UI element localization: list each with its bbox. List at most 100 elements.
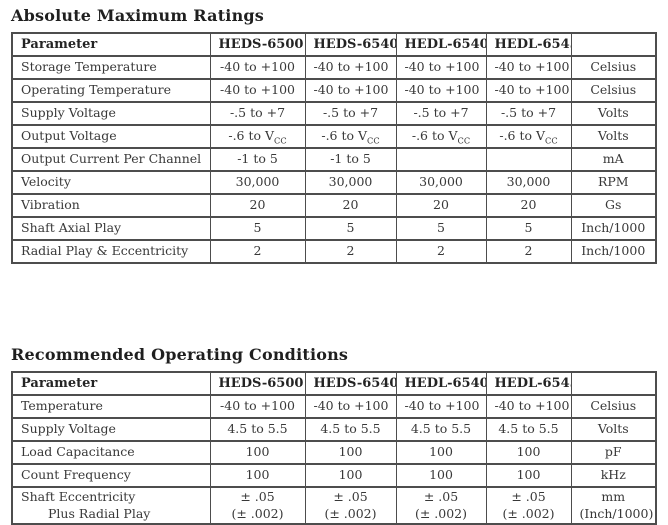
unit-cell: pF xyxy=(570,440,657,465)
value-cell: 2 xyxy=(209,239,306,264)
column-header xyxy=(570,371,657,396)
parameter-cell: Shaft Eccentricity Plus Radial Play xyxy=(11,486,211,525)
vcc-subscript: CC xyxy=(457,135,471,146)
value-cell: 2 xyxy=(304,239,397,264)
table-row: Velocity 30,000 30,000 30,000 30,000 RPM xyxy=(11,170,657,195)
value-cell: 5 xyxy=(304,216,397,241)
table-row: Load Capacitance 100 100 100 100 pF xyxy=(11,440,657,465)
value-cell: 5 xyxy=(485,216,572,241)
value-cell: 100 xyxy=(304,440,397,465)
value-cell: -.6 to VCC xyxy=(395,124,487,149)
value-cell: -40 to +100 xyxy=(304,394,397,419)
value-cell: 100 xyxy=(395,440,487,465)
value-cell: 4.5 to 5.5 xyxy=(304,417,397,442)
value-cell: -40 to +100 xyxy=(209,78,306,103)
value-cell: 30,000 xyxy=(395,170,487,195)
value-cell: -40 to +100 xyxy=(304,78,397,103)
value-cell: 20 xyxy=(485,193,572,218)
table-header-row-group: Parameter HEDS-6500 HEDS-6540 HEDL-6540 HEDL… xyxy=(11,371,657,396)
value-cell xyxy=(395,147,487,172)
unit-cell: Celsius xyxy=(570,78,657,103)
table-body: Temperature -40 to +100 -40 to +100 -40 to … xyxy=(11,394,657,525)
table-row: Temperature -40 to +100 -40 to +100 -40 to … xyxy=(11,394,657,419)
value-cell: 100 xyxy=(304,463,397,488)
table-row: Count Frequency 100 100 100 100 kHz xyxy=(11,463,657,488)
unit-cell: Volts xyxy=(570,101,657,126)
value-cell: -40 to +100 xyxy=(485,394,572,419)
value-cell: -.6 to VCC xyxy=(304,124,397,149)
value-cell: -.5 to +7 xyxy=(304,101,397,126)
table-row: Supply Voltage -.5 to +7 -.5 to +7 -.5 to +… xyxy=(11,101,657,126)
value-cell: 4.5 to 5.5 xyxy=(395,417,487,442)
unit-cell: Inch/1000 xyxy=(570,239,657,264)
value-cell: -.5 to +7 xyxy=(485,101,572,126)
column-header: HEDS-6540 xyxy=(304,371,397,396)
parameter-cell: Radial Play & Eccentricity xyxy=(11,239,211,264)
table-row: Radial Play & Eccentricity 2 2 2 2 Inch/1000 xyxy=(11,239,657,264)
parameter-cell: Supply Voltage xyxy=(11,417,211,442)
value-cell: 100 xyxy=(209,440,306,465)
column-header-parameter: Parameter xyxy=(11,371,211,396)
column-header: HEDS-6500 xyxy=(209,32,306,57)
unit-cell: kHz xyxy=(570,463,657,488)
unit-cell: Volts xyxy=(570,124,657,149)
vcc-subscript: CC xyxy=(367,135,380,146)
value-cell: 5 xyxy=(395,216,487,241)
value-cell: -.5 to +7 xyxy=(395,101,487,126)
table-row: Storage Temperature -40 to +100 -40 to +10… xyxy=(11,55,657,80)
value-cell: -1 to 5 xyxy=(304,147,397,172)
value-cell: 20 xyxy=(304,193,397,218)
value-cell: 20 xyxy=(395,193,487,218)
value-cell: 100 xyxy=(395,463,487,488)
unit-cell: mm (Inch/1000) xyxy=(570,486,657,525)
value-cell: 4.5 to 5.5 xyxy=(485,417,572,442)
value-cell: 5 xyxy=(209,216,306,241)
value-cell: -40 to +100 xyxy=(395,55,487,80)
unit-cell: Gs xyxy=(570,193,657,218)
column-header: HEDL-6540 xyxy=(395,32,487,57)
unit-cell: mA xyxy=(570,147,657,172)
value-cell: -1 to 5 xyxy=(209,147,306,172)
parameter-cell: Output Voltage xyxy=(11,124,211,149)
column-header xyxy=(570,32,657,57)
value-cell: 4.5 to 5.5 xyxy=(209,417,306,442)
column-header: HEDL-6545 xyxy=(485,32,572,57)
column-header: HEDS-6540 xyxy=(304,32,397,57)
value-cell: -40 to +100 xyxy=(395,78,487,103)
value-cell: 100 xyxy=(209,463,306,488)
table-row: Output Current Per Channel -1 to 5 -1 to 5… xyxy=(11,147,657,172)
parameter-cell: Vibration xyxy=(11,193,211,218)
unit-cell: Volts xyxy=(570,417,657,442)
unit-cell: RPM xyxy=(570,170,657,195)
value-cell: 30,000 xyxy=(304,170,397,195)
value-cell: -.5 to +7 xyxy=(209,101,306,126)
value-cell: 30,000 xyxy=(209,170,306,195)
absolute-maximum-ratings-table: Parameter HEDS-6500 HEDS-6540 HEDL-6540 HEDL… xyxy=(11,32,657,264)
table-body: Storage Temperature -40 to +100 -40 to +10… xyxy=(11,55,657,264)
vcc-subscript: CC xyxy=(545,135,558,146)
value-cell: 2 xyxy=(485,239,572,264)
value-cell: 30,000 xyxy=(485,170,572,195)
value-cell: 100 xyxy=(485,463,572,488)
parameter-cell: Shaft Axial Play xyxy=(11,216,211,241)
value-cell: ± .05 (± .002) xyxy=(209,486,306,525)
value-cell: -40 to +100 xyxy=(209,394,306,419)
column-header: HEDL-6540 xyxy=(395,371,487,396)
parameter-cell: Operating Temperature xyxy=(11,78,211,103)
parameter-cell: Output Current Per Channel xyxy=(11,147,211,172)
unit-cell: Celsius xyxy=(570,55,657,80)
value-cell: ± .05 (± .002) xyxy=(304,486,397,525)
table-header-row-group: Parameter HEDS-6500 HEDS-6540 HEDL-6540 HEDL… xyxy=(11,32,657,57)
value-cell: -.6 to VCC xyxy=(209,124,306,149)
unit-cell: Celsius xyxy=(570,394,657,419)
value-cell: -40 to +100 xyxy=(395,394,487,419)
parameter-cell: Temperature xyxy=(11,394,211,419)
value-cell: -.6 to VCC xyxy=(485,124,572,149)
value-cell: 100 xyxy=(485,440,572,465)
value-cell: -40 to +100 xyxy=(485,55,572,80)
parameter-cell: Load Capacitance xyxy=(11,440,211,465)
table-row: Vibration 20 20 20 20 Gs xyxy=(11,193,657,218)
column-header-parameter: Parameter xyxy=(11,32,211,57)
table-row: Shaft Eccentricity Plus Radial Play ± .05(… xyxy=(11,486,657,525)
vcc-subscript: CC xyxy=(274,135,287,146)
